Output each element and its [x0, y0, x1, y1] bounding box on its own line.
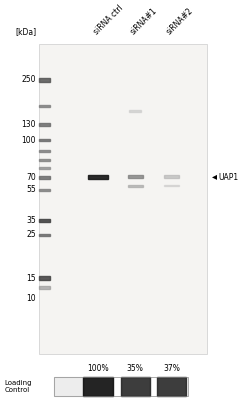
Bar: [54, 377, 188, 396]
Bar: [39, 44, 207, 354]
Text: 70: 70: [26, 173, 36, 182]
Bar: [39, 167, 50, 169]
Text: 55: 55: [26, 185, 36, 194]
Bar: [164, 185, 179, 186]
Text: 130: 130: [22, 120, 36, 129]
Text: 15: 15: [26, 274, 36, 283]
Bar: [39, 286, 50, 289]
Text: 35: 35: [26, 216, 36, 225]
Text: siRNA#1: siRNA#1: [129, 6, 159, 36]
Bar: [39, 276, 50, 280]
Bar: [121, 377, 150, 396]
Text: 100: 100: [22, 136, 36, 145]
Bar: [128, 175, 143, 178]
Bar: [39, 139, 50, 142]
Text: UAP1: UAP1: [219, 173, 239, 182]
Text: 10: 10: [26, 294, 36, 303]
Bar: [89, 175, 108, 180]
Text: Loading
Control: Loading Control: [5, 380, 32, 393]
Bar: [54, 377, 84, 396]
Bar: [39, 176, 50, 179]
Text: 250: 250: [22, 75, 36, 84]
Bar: [39, 219, 50, 222]
Bar: [164, 175, 179, 178]
Text: 25: 25: [26, 230, 36, 239]
Bar: [39, 189, 50, 191]
Bar: [157, 377, 186, 396]
Bar: [39, 123, 50, 126]
Text: 37%: 37%: [163, 364, 180, 373]
Bar: [39, 159, 50, 162]
Bar: [84, 377, 113, 396]
Bar: [39, 234, 50, 236]
Text: [kDa]: [kDa]: [15, 27, 36, 36]
Bar: [39, 78, 50, 82]
Bar: [39, 105, 50, 108]
Text: 35%: 35%: [127, 364, 144, 373]
Text: 100%: 100%: [87, 364, 109, 373]
Bar: [129, 110, 141, 112]
Bar: [128, 185, 143, 187]
Text: siRNA ctrl: siRNA ctrl: [92, 3, 125, 36]
Text: siRNA#2: siRNA#2: [165, 6, 195, 36]
Bar: [39, 150, 50, 152]
